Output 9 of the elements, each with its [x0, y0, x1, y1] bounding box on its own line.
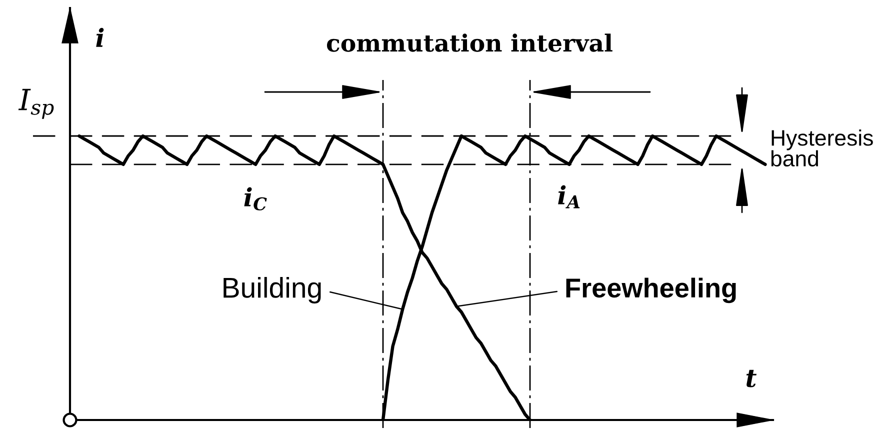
series-label: i$_{C}$ — [244, 187, 267, 210]
annotation: Hysteresis band — [771, 129, 873, 167]
text: commutation interval — [326, 34, 612, 52]
x-axis-title: t — [746, 370, 757, 388]
text: Building — [224, 276, 321, 304]
series-label: i$_{A}$ — [558, 185, 580, 208]
y-axis-title: i — [96, 28, 104, 47]
ref-line-label: I$_{sp}$ — [18, 88, 54, 119]
legend-label: Freewheeling — [566, 278, 736, 304]
